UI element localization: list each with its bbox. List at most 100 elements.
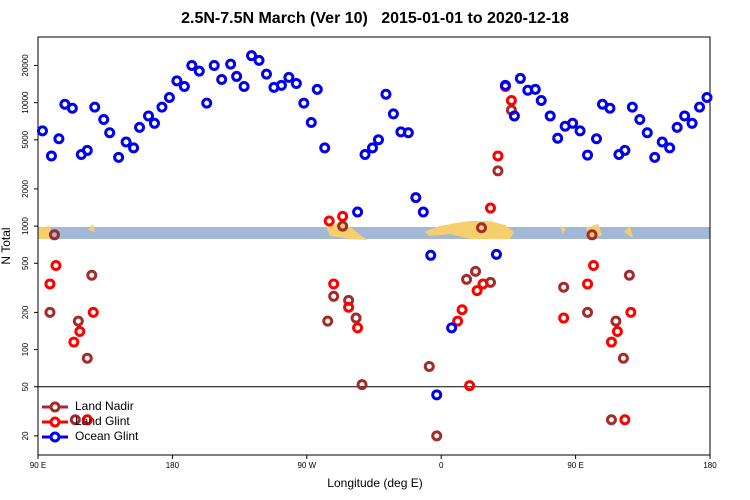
data-point [186,59,198,71]
data-point [148,117,160,129]
data-point [156,101,168,113]
y-tick-label: 1000 [21,217,30,235]
data-point [505,95,517,107]
data-point [69,414,81,426]
data-point [328,290,340,302]
data-point [352,322,364,334]
data-point [461,273,473,285]
data-point [44,278,56,290]
data-point [558,312,570,324]
y-tick-label: 2000 [21,179,30,197]
data-point [464,380,476,392]
data-point [372,134,384,146]
data-point [143,110,155,122]
data-point [574,125,586,137]
legend-label: Ocean Glint [75,429,139,443]
data-point [356,379,368,391]
data-point [275,79,287,91]
data-point [87,306,99,318]
data-point [671,121,683,133]
data-point [471,285,483,297]
data-point [425,249,437,261]
x-axis-label: Longitude (deg E) [327,476,422,490]
y-tick-label: 50 [21,382,30,391]
data-point [171,75,183,87]
data-point [120,136,132,148]
data-point [350,312,362,324]
data-point [231,70,243,82]
data-point [134,121,146,133]
data-point [664,142,676,154]
data-point [367,142,379,154]
legend-label: Land Glint [75,414,130,428]
data-point [253,54,265,66]
x-tick-label: 0 [439,461,444,470]
x-tick-label: 90 E [567,461,583,470]
data-point [656,136,668,148]
data-point [81,144,93,156]
data-point [380,88,392,100]
data-point [72,315,84,327]
data-point [470,265,482,277]
data-point [86,269,98,281]
data-point [45,150,57,162]
data-point [44,306,56,318]
y-tick-label: 200 [21,305,30,319]
data-point [582,306,594,318]
y-tick-label: 500 [21,256,30,270]
data-point [225,58,237,70]
data-point [163,92,175,104]
data-point [623,269,635,281]
land-mask [38,221,710,240]
legend-swatch [49,401,61,413]
data-point [477,278,489,290]
data-point [128,142,140,154]
data-point [605,336,617,348]
data-point [410,192,422,204]
data-point [582,278,594,290]
data-point [431,430,443,442]
data-point [66,102,78,114]
data-point [311,83,323,95]
data-point [104,127,116,139]
y-tick-label: 100 [21,342,30,356]
y-tick-label: 5000 [21,130,30,148]
data-point [588,259,600,271]
data-point [641,127,653,139]
data-point [625,306,637,318]
data-point [617,352,629,364]
legend-swatch [49,431,61,443]
data-point [290,77,302,89]
data-point [208,59,220,71]
data-point [484,202,496,214]
data-point [319,142,331,154]
plot-frame [37,36,711,456]
legend-swatch [49,416,61,428]
data-point [113,151,125,163]
legend-label: Land Nadir [75,399,134,413]
data-point [446,322,458,334]
data-point [193,65,205,77]
data-point [343,301,355,313]
data-point [260,68,272,80]
x-tick-label: 180 [166,461,180,470]
data-point [402,127,414,139]
data-point [431,389,443,401]
data-point [359,149,371,161]
data-point [582,149,594,161]
data-point [298,97,310,109]
data-point [322,315,334,327]
data-point [626,101,638,113]
data-point [328,278,340,290]
data-point [201,97,213,109]
data-point [610,315,622,327]
data-point [544,110,556,122]
data-point [611,326,623,338]
data-point [514,72,526,84]
data-point [476,222,488,234]
data-point [48,229,60,241]
y-axis-label: N Total [0,227,13,264]
land-band [38,227,710,239]
data-point [490,248,502,260]
